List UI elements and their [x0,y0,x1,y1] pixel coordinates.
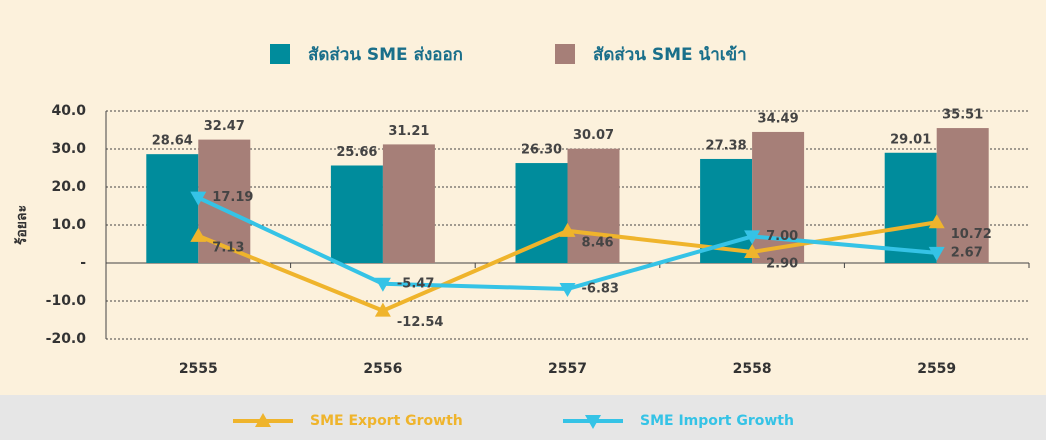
legend-label: สัดส่วน SME ส่งออก [308,45,463,65]
line-marker [744,243,761,258]
legend-marker [255,413,271,427]
legend-swatch [270,44,290,64]
x-tick-label: 2556 [363,361,402,377]
y-tick-label: - [80,255,86,271]
bar-value-label: 27.38 [706,138,747,153]
bar [884,152,937,263]
line-marker [928,214,945,229]
bar-value-label: 32.47 [204,119,245,134]
line-value-label: 2.90 [766,256,798,271]
bar [567,148,620,263]
line-value-label: 2.67 [951,245,983,260]
line-marker [190,227,207,242]
x-tick-label: 2559 [917,361,956,377]
y-tick-label: 30.0 [51,141,86,157]
bar-value-label: 29.01 [890,132,931,147]
line-marker [928,246,945,261]
line-marker [559,222,576,237]
line-value-label: 17.19 [212,190,253,205]
line-marker [374,302,391,317]
legend-label: สัดส่วน SME นำเข้า [593,45,747,65]
bar-value-label: 31.21 [388,124,429,139]
y-axis-label: ร้อยละ [14,205,30,245]
legend-label: SME Export Growth [310,413,463,429]
line-value-label: 7.13 [212,240,244,255]
bar [330,165,383,263]
x-tick-label: 2558 [733,361,772,377]
legend-marker [585,415,601,429]
line-value-label: 10.72 [951,227,992,242]
bar [936,128,989,263]
bar [146,154,199,263]
x-tick-label: 2557 [548,361,587,377]
line-value-label: 7.00 [766,229,798,244]
line-marker [559,282,576,297]
x-tick-label: 2555 [179,361,218,377]
line-marker [744,230,761,245]
bar-value-label: 26.30 [521,143,562,158]
line-value-label: -12.54 [397,315,444,330]
line-value-label: -6.83 [582,281,619,296]
y-tick-label: -10.0 [46,293,87,309]
legend-label: SME Import Growth [640,413,794,429]
line-value-label: 8.46 [582,235,614,250]
bar [515,163,568,263]
legend-swatch [555,44,575,64]
bar [382,144,435,263]
line-marker [190,191,207,206]
bar-value-label: 34.49 [758,111,799,126]
line-marker [374,277,391,292]
bar-value-label: 35.51 [942,108,983,123]
y-tick-label: 10.0 [51,217,86,233]
bar-value-label: 30.07 [573,128,614,143]
bar-value-label: 28.64 [152,134,193,149]
legend-band [0,395,1046,440]
y-tick-label: 40.0 [51,103,86,119]
y-tick-label: 20.0 [51,179,86,195]
bar-value-label: 25.66 [336,145,377,160]
line-value-label: -5.47 [397,276,434,291]
y-tick-label: -20.0 [46,331,87,347]
